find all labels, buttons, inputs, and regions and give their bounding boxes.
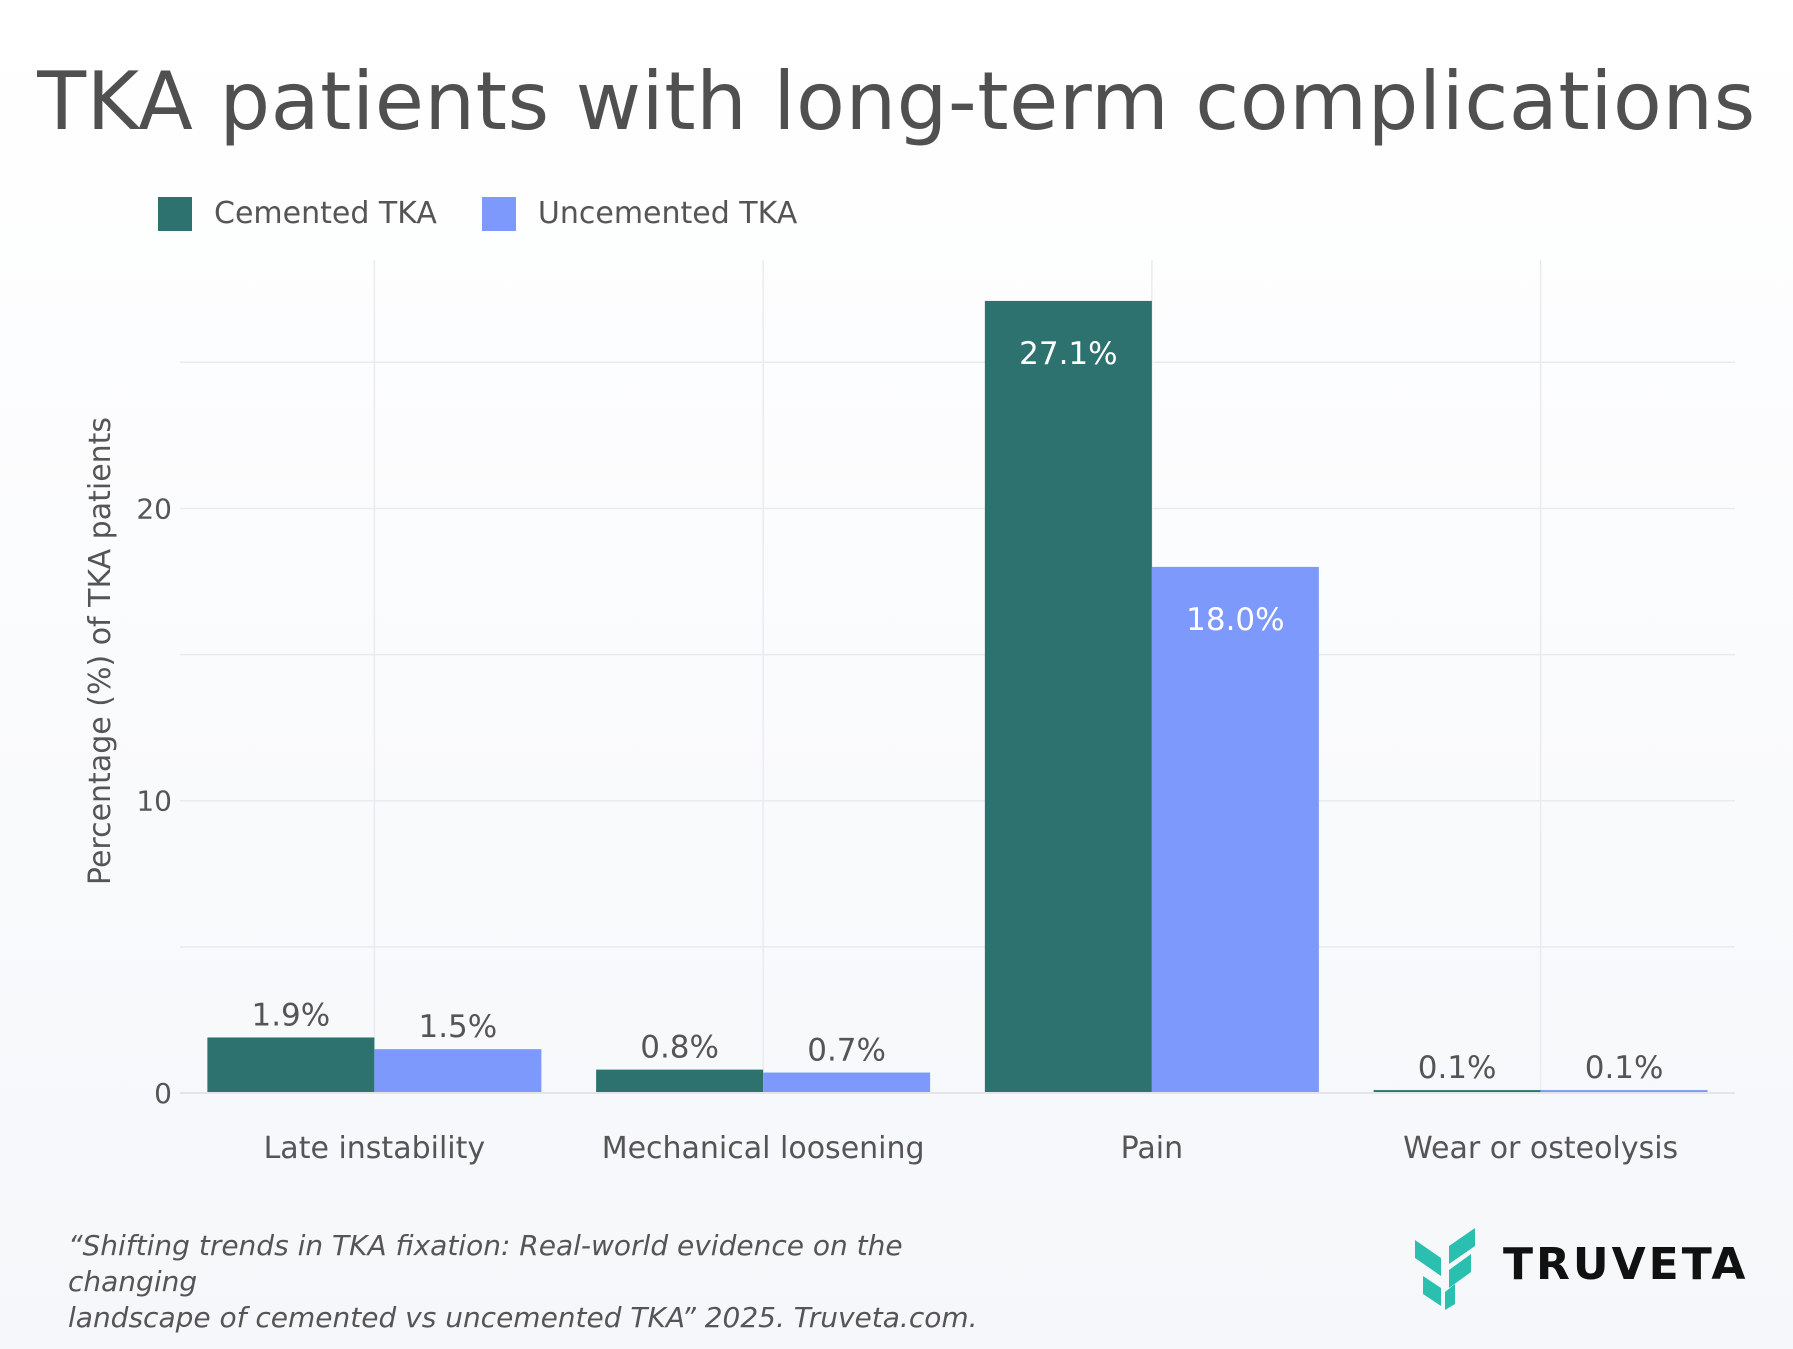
x-tick-label: Mechanical loosening [602, 1131, 925, 1166]
data-label: 0.7% [807, 1033, 886, 1069]
bar-cemented [596, 1069, 764, 1093]
caption-line-1: “Shifting trends in TKA fixation: Real-w… [68, 1229, 903, 1298]
data-label: 0.1% [1585, 1050, 1664, 1086]
data-label: 0.1% [1418, 1050, 1497, 1086]
legend-label-uncemented: Uncemented TKA [537, 196, 798, 231]
data-label: 1.9% [251, 997, 330, 1033]
x-tick-label: Late instability [264, 1131, 486, 1166]
legend-swatch-uncemented [481, 196, 516, 231]
data-label: 0.8% [640, 1030, 719, 1066]
truveta-logo-icon [1415, 1228, 1475, 1310]
bars [207, 300, 1708, 1093]
axes: 0 10 20 Late instability Mechanical loosenin… [136, 492, 1735, 1166]
x-tick-label: Wear or osteolysis [1403, 1131, 1678, 1166]
y-axis-label: Percentage (%) of TKA patients [83, 417, 118, 885]
bar-uncemented [1151, 566, 1319, 1093]
bar-chart: 1.9% 1.5% 0.8% 0.7% 27.1% 18.0% 0.1% 0.1% 0 10 20… [83, 260, 1735, 1166]
y-tick-label: 0 [154, 1077, 172, 1110]
truveta-logo-text: TRUVETA [1503, 1238, 1749, 1290]
data-labels: 1.9% 1.5% 0.8% 0.7% 27.1% 18.0% 0.1% 0.1% [251, 336, 1663, 1086]
bar-cemented [207, 1037, 375, 1093]
y-tick-label: 10 [136, 785, 172, 818]
x-tick-label: Pain [1121, 1131, 1183, 1166]
bar-cemented [984, 300, 1152, 1093]
data-label: 18.0% [1186, 602, 1284, 638]
legend-item-cemented[interactable]: Cemented TKA [158, 196, 437, 231]
legend-label-cemented: Cemented TKA [214, 196, 437, 231]
legend-swatch-cemented [158, 196, 192, 231]
bar-uncemented [374, 1049, 542, 1093]
caption-line-2: landscape of cemented vs uncemented TKA”… [68, 1301, 978, 1334]
gridlines [180, 260, 1735, 1093]
chart-title: TKA patients with long-term complication… [37, 55, 1756, 148]
legend-item-uncemented[interactable]: Uncemented TKA [481, 196, 798, 231]
truveta-logo[interactable]: TRUVETA [1415, 1218, 1748, 1310]
bar-cemented [1373, 1090, 1541, 1093]
data-label: 27.1% [1019, 336, 1117, 372]
data-label: 1.5% [418, 1009, 497, 1045]
y-tick-label: 20 [136, 492, 172, 525]
source-caption: “Shifting trends in TKA fixation: Real-w… [68, 1228, 1028, 1336]
legend: Cemented TKA Uncemented TKA [158, 196, 842, 231]
bar-uncemented [763, 1072, 931, 1093]
bar-uncemented [1540, 1090, 1708, 1093]
